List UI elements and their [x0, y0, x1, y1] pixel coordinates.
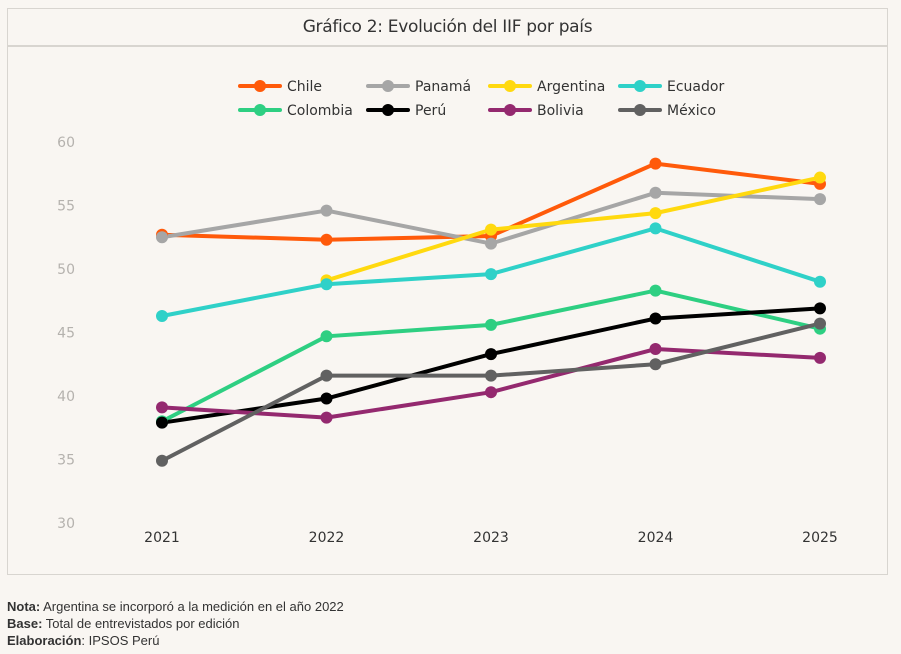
y-tick-label: 35	[57, 453, 75, 469]
legend-marker-colombia	[254, 104, 266, 116]
legend-label-argentina: Argentina	[537, 79, 605, 95]
x-tick-label: 2025	[802, 530, 838, 546]
x-tick-label: 2021	[144, 530, 180, 546]
data-point-méxico-2021	[156, 454, 168, 467]
data-point-ecuador-2022	[320, 278, 333, 291]
legend-label-méxico: México	[667, 103, 716, 119]
data-point-bolivia-2025	[814, 351, 826, 364]
y-tick-label: 50	[57, 262, 75, 278]
data-point-bolivia-2021	[156, 401, 168, 414]
data-point-panamá-2022	[320, 204, 333, 217]
legend-marker-bolivia	[504, 104, 516, 116]
legend-label-bolivia: Bolivia	[537, 103, 584, 119]
data-point-argentina-2023	[485, 223, 497, 236]
data-point-perú-2021	[156, 416, 168, 429]
data-point-colombia-2022	[320, 330, 333, 343]
elaboration-line: Elaboración: IPSOS Perú	[7, 632, 344, 649]
note-line: Nota: Argentina se incorporó a la medici…	[7, 598, 344, 615]
data-point-perú-2025	[814, 302, 826, 315]
data-point-panamá-2024	[649, 186, 662, 199]
chart-notes: Nota: Argentina se incorporó a la medici…	[7, 598, 344, 649]
data-point-chile-2022	[320, 233, 333, 246]
data-point-bolivia-2024	[649, 343, 662, 356]
legend-label-chile: Chile	[287, 79, 322, 95]
data-point-perú-2023	[485, 348, 497, 361]
legend-label-perú: Perú	[415, 103, 446, 119]
y-tick-label: 30	[57, 516, 75, 532]
x-tick-label: 2023	[473, 530, 509, 546]
note-text: Argentina se incorporó a la medición en …	[40, 599, 344, 614]
chart-title-bar: Gráfico 2: Evolución del IIF por país	[8, 9, 887, 47]
data-point-ecuador-2023	[485, 268, 497, 281]
legend-marker-panamá	[382, 80, 394, 92]
data-point-perú-2022	[320, 392, 333, 405]
data-point-panamá-2021	[156, 231, 168, 244]
series-line-argentina	[324, 175, 822, 283]
data-point-bolivia-2023	[485, 386, 497, 399]
y-tick-label: 55	[57, 199, 75, 215]
data-point-argentina-2025	[814, 171, 826, 184]
legend-marker-chile	[254, 80, 266, 92]
data-point-méxico-2022	[320, 369, 333, 382]
legend-label-ecuador: Ecuador	[667, 79, 724, 95]
data-point-colombia-2024	[649, 284, 662, 297]
data-point-ecuador-2025	[814, 275, 826, 288]
data-point-argentina-2024	[649, 207, 662, 220]
chart-frame: Gráfico 2: Evolución del IIF por país	[7, 8, 888, 575]
chart-title: Gráfico 2: Evolución del IIF por país	[302, 17, 593, 37]
data-point-panamá-2023	[485, 237, 497, 250]
line-chart: 30 35 40 45 50 55 60 2021 2022 2023 2024 2025 Chile P…	[57, 79, 838, 546]
legend-marker-perú	[382, 104, 394, 116]
data-point-méxico-2023	[485, 369, 497, 382]
legend-label-colombia: Colombia	[287, 103, 353, 119]
base-text: Total de entrevistados por edición	[42, 616, 240, 631]
legend-marker-ecuador	[634, 80, 646, 92]
data-point-méxico-2025	[814, 317, 826, 330]
base-label: Base:	[7, 616, 43, 631]
elaboration-text: : IPSOS Perú	[81, 633, 160, 648]
data-point-ecuador-2024	[649, 222, 662, 235]
data-point-ecuador-2021	[156, 309, 168, 322]
legend-marker-argentina	[504, 80, 516, 92]
data-point-perú-2024	[649, 312, 662, 325]
data-point-colombia-2023	[485, 318, 497, 331]
x-tick-label: 2024	[638, 530, 674, 546]
y-tick-label: 60	[57, 135, 75, 151]
note-label: Nota:	[7, 599, 41, 614]
data-point-chile-2024	[649, 157, 662, 170]
x-tick-label: 2022	[309, 530, 345, 546]
legend-label-panamá: Panamá	[415, 79, 471, 95]
y-tick-label: 45	[57, 326, 75, 342]
y-tick-label: 40	[57, 389, 75, 405]
elaboration-label: Elaboración	[7, 633, 82, 648]
data-point-bolivia-2022	[320, 411, 333, 424]
data-point-panamá-2025	[814, 193, 826, 206]
legend-marker-méxico	[634, 104, 646, 116]
data-point-méxico-2024	[649, 358, 662, 371]
base-line: Base: Total de entrevistados por edición	[7, 615, 344, 632]
